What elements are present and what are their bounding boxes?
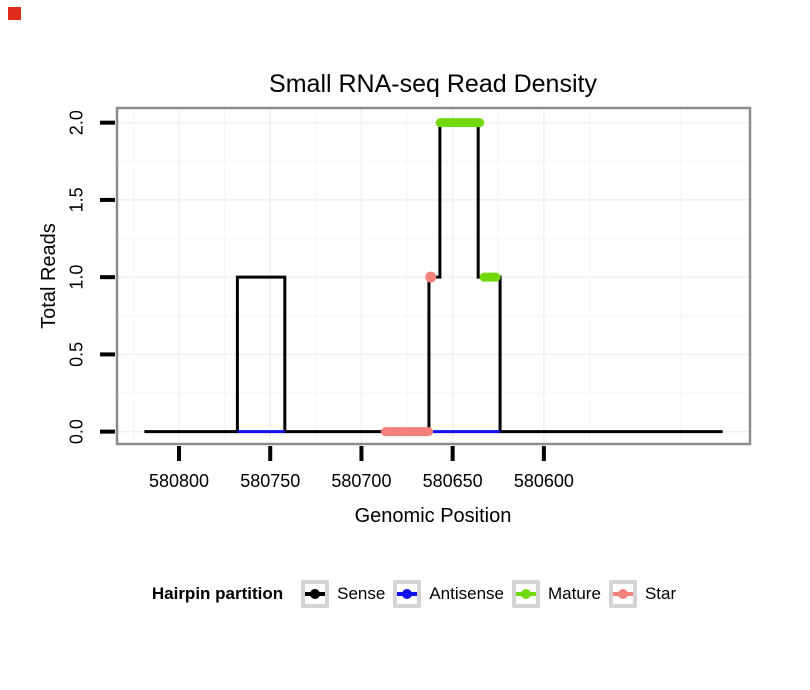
panel-frame xyxy=(115,106,752,446)
legend-key-mature: Mature xyxy=(512,580,601,608)
legend-dot xyxy=(402,589,413,599)
y-axis-title: Total Reads xyxy=(38,223,60,329)
y-tick-label: 0.5 xyxy=(66,342,86,367)
legend-label: Mature xyxy=(548,584,601,603)
y-tick xyxy=(100,429,115,434)
x-tick xyxy=(177,446,182,461)
y-tick-label: 1.0 xyxy=(66,265,86,290)
y-tick-label: 1.5 xyxy=(66,187,86,212)
point-star xyxy=(425,271,437,283)
legend-label: Antisense xyxy=(429,584,505,603)
red-corner-marker xyxy=(8,7,21,20)
legend-key-star: Star xyxy=(608,580,677,608)
x-tick-label: 580650 xyxy=(423,471,483,491)
legend-glyph-star xyxy=(608,580,637,608)
chart-canvas: 580800 580750 580700 580650 580600 0.0 0.5 1.0 1… xyxy=(38,70,752,527)
legend: Hairpin partition Sense Antisense Mature St… xyxy=(0,580,810,608)
y-tick xyxy=(100,197,115,202)
legend-dot xyxy=(310,589,321,599)
legend-glyph-mature xyxy=(512,580,541,608)
y-tick xyxy=(100,275,115,280)
legend-label: Sense xyxy=(337,584,386,603)
panel-border xyxy=(115,106,752,446)
legend-dot xyxy=(521,589,532,599)
x-tick xyxy=(450,446,455,461)
x-tick xyxy=(541,446,546,461)
legend-glyph-antisense xyxy=(393,580,422,608)
y-tick xyxy=(100,352,115,357)
legend-key-sense: Sense xyxy=(301,580,385,608)
x-tick-label: 580600 xyxy=(514,471,574,491)
legend-label: Star xyxy=(644,584,677,603)
axes: 580800 580750 580700 580650 580600 0.0 0.5 1.0 1… xyxy=(66,110,574,491)
data-series xyxy=(144,118,723,437)
legend-dot xyxy=(617,589,628,599)
legend-title: Hairpin partition xyxy=(151,584,284,603)
legend-glyph-sense xyxy=(301,580,330,608)
x-tick xyxy=(359,446,364,461)
chart-title: Small RNA-seq Read Density xyxy=(269,70,597,98)
y-tick xyxy=(100,120,115,125)
y-tick-label: 0.0 xyxy=(66,419,86,444)
x-tick xyxy=(268,446,273,461)
y-tick-label: 2.0 xyxy=(66,110,86,135)
x-tick-label: 580700 xyxy=(331,471,391,491)
x-axis-title: Genomic Position xyxy=(355,505,512,527)
x-tick-label: 580750 xyxy=(240,471,300,491)
legend-key-antisense: Antisense xyxy=(393,580,504,608)
x-tick-label: 580800 xyxy=(149,471,209,491)
